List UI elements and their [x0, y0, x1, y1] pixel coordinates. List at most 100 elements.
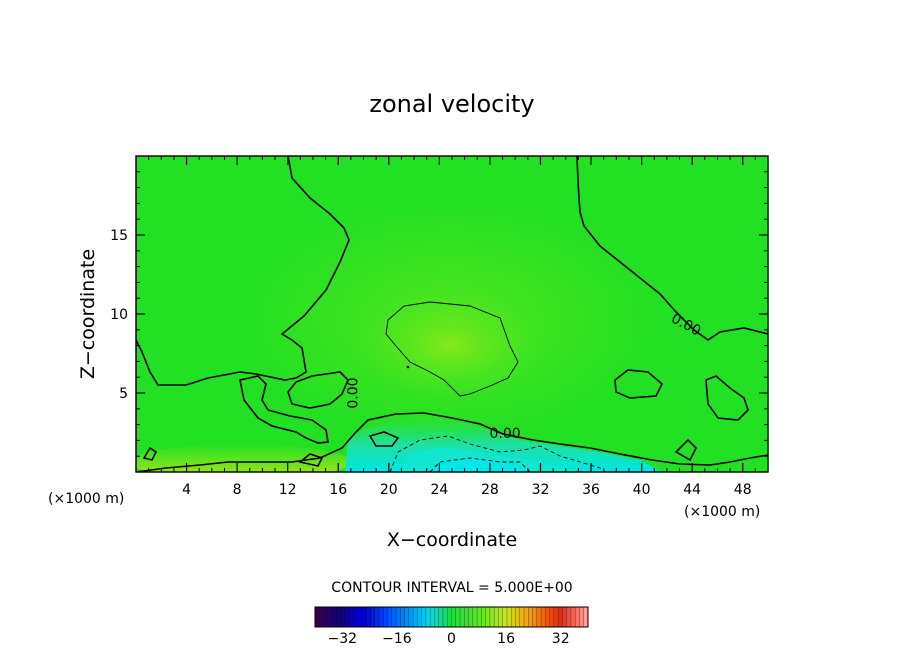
zero-contour-island-far-right	[705, 375, 749, 421]
colorbar-cell	[400, 607, 405, 627]
velocity-maximum-core	[355, 290, 545, 400]
colorbar-cell	[413, 607, 418, 627]
colorbar-cell	[404, 607, 410, 627]
colorbar-cell	[528, 607, 533, 627]
colorbar-cell	[489, 607, 495, 627]
colorbar-cell	[515, 607, 521, 627]
colorbar-cell	[498, 607, 504, 627]
x-tick-label: 24	[430, 482, 448, 498]
colorbar-cell	[519, 607, 525, 627]
colorbar-cell	[460, 607, 465, 627]
colorbar-cell	[553, 607, 559, 627]
contour-interval-label: CONTOUR INTERVAL = 5.000E+00	[331, 580, 572, 596]
negative-5-contour	[389, 435, 607, 472]
positive-5-contour-core	[385, 301, 519, 397]
contour-label: 0.00	[490, 426, 521, 442]
colorbar-cell	[387, 607, 393, 627]
zero-contour-small-2	[674, 438, 697, 462]
colorbar-cell	[349, 607, 354, 627]
x-tick-label: 4	[182, 482, 191, 498]
colorbar-cell	[468, 607, 474, 627]
colorbar-cell	[438, 607, 444, 627]
colorbar-tick-label: −32	[328, 631, 358, 647]
zero-contour-upper-left	[136, 156, 350, 386]
colorbar-cell	[396, 607, 401, 627]
x-tick-label: 44	[683, 482, 701, 498]
colorbar-frame	[314, 606, 589, 628]
colorbar-tick-label: 0	[447, 631, 456, 647]
y-axis-ticks: 5 10 15	[110, 171, 768, 457]
colorbar-cell	[583, 607, 589, 627]
zero-contour-lower-left	[136, 412, 768, 472]
colorbar-cell	[361, 607, 367, 627]
x-axis-label: X−coordinate	[387, 529, 517, 551]
colorbar-cell	[447, 607, 452, 627]
x-tick-label: 12	[279, 482, 297, 498]
colorbar-cell	[464, 607, 469, 627]
colorbar-cell	[319, 607, 324, 627]
colorbar-cell	[485, 607, 491, 627]
chart-title: zonal velocity	[369, 90, 534, 118]
zero-contour-upper-right	[576, 156, 768, 341]
colorbar-cell	[545, 607, 551, 627]
zero-contour-island-mid	[368, 431, 400, 447]
colorbar-tick-label: 32	[552, 631, 570, 647]
x-axis-ticks: 4 8 12 16 20 24 28 32 36 40 44 48	[148, 156, 756, 498]
y-tick-label: 10	[110, 307, 128, 323]
colorbar-cell	[566, 607, 572, 627]
colorbar-cell	[481, 607, 487, 627]
zero-contour-small-3	[142, 446, 158, 461]
negative-10-contour	[429, 457, 531, 472]
x-tick-label: 40	[633, 482, 651, 498]
colorbar-cell	[536, 607, 542, 627]
colorbar-cell	[575, 607, 580, 627]
colorbar-tick-label: −16	[382, 631, 412, 647]
zero-contour-small-1	[298, 453, 324, 467]
colorbar-cell	[442, 607, 448, 627]
colorbar-cell	[383, 607, 388, 627]
y-axis-label: Z−coordinate	[77, 249, 99, 379]
colorbar-cell	[570, 607, 576, 627]
x-tick-label: 48	[734, 482, 752, 498]
x-unit-left: (×1000 m)	[48, 491, 124, 507]
colorbar-cell	[558, 607, 563, 627]
contour-label: 0.00	[345, 377, 361, 408]
y-tick-label: 5	[119, 386, 128, 402]
colorbar-cell	[502, 607, 508, 627]
colorbar-cell	[541, 607, 546, 627]
colorbar-cell	[370, 607, 376, 627]
negative-contour-lines	[389, 435, 607, 472]
colorbar-cell	[323, 607, 329, 627]
colorbar-cell	[408, 607, 414, 627]
colorbar-tick-label: 16	[497, 631, 515, 647]
colorbar-cell	[472, 607, 478, 627]
colorbar-cell	[549, 607, 555, 627]
colorbar-cell	[579, 607, 585, 627]
colorbar-cell	[455, 607, 461, 627]
x-tick-label: 36	[582, 482, 600, 498]
x-tick-label: 20	[380, 482, 398, 498]
x-tick-label: 32	[532, 482, 550, 498]
zero-contour-island-right	[614, 369, 663, 399]
colorbar-cell	[524, 607, 529, 627]
colorbar-cell	[506, 607, 512, 627]
x-tick-label: 8	[233, 482, 242, 498]
colorbar-cell	[451, 607, 457, 627]
colorbar-cell	[477, 607, 482, 627]
colorbar-cell	[430, 607, 435, 627]
colorbar-cell	[532, 607, 538, 627]
zero-contour-island-left	[287, 371, 349, 409]
colorbar-cell	[327, 607, 333, 627]
colorbar-cell	[344, 607, 350, 627]
colorbar-cell	[378, 607, 384, 627]
colorbar-cell	[562, 607, 568, 627]
x-tick-label: 28	[481, 482, 499, 498]
positive-5-contour-dot	[406, 365, 410, 369]
colorbar: −32 −16 0 16 32	[314, 606, 589, 647]
colorbar-cell	[357, 607, 363, 627]
colorbar-cell	[336, 607, 341, 627]
colorbar-cell	[315, 607, 320, 627]
plot-area: 0.000.000.00 4 8 12 16 20 24 28 32 36 40 44 48 5101…	[110, 155, 769, 498]
surface-warm-left	[136, 444, 350, 472]
